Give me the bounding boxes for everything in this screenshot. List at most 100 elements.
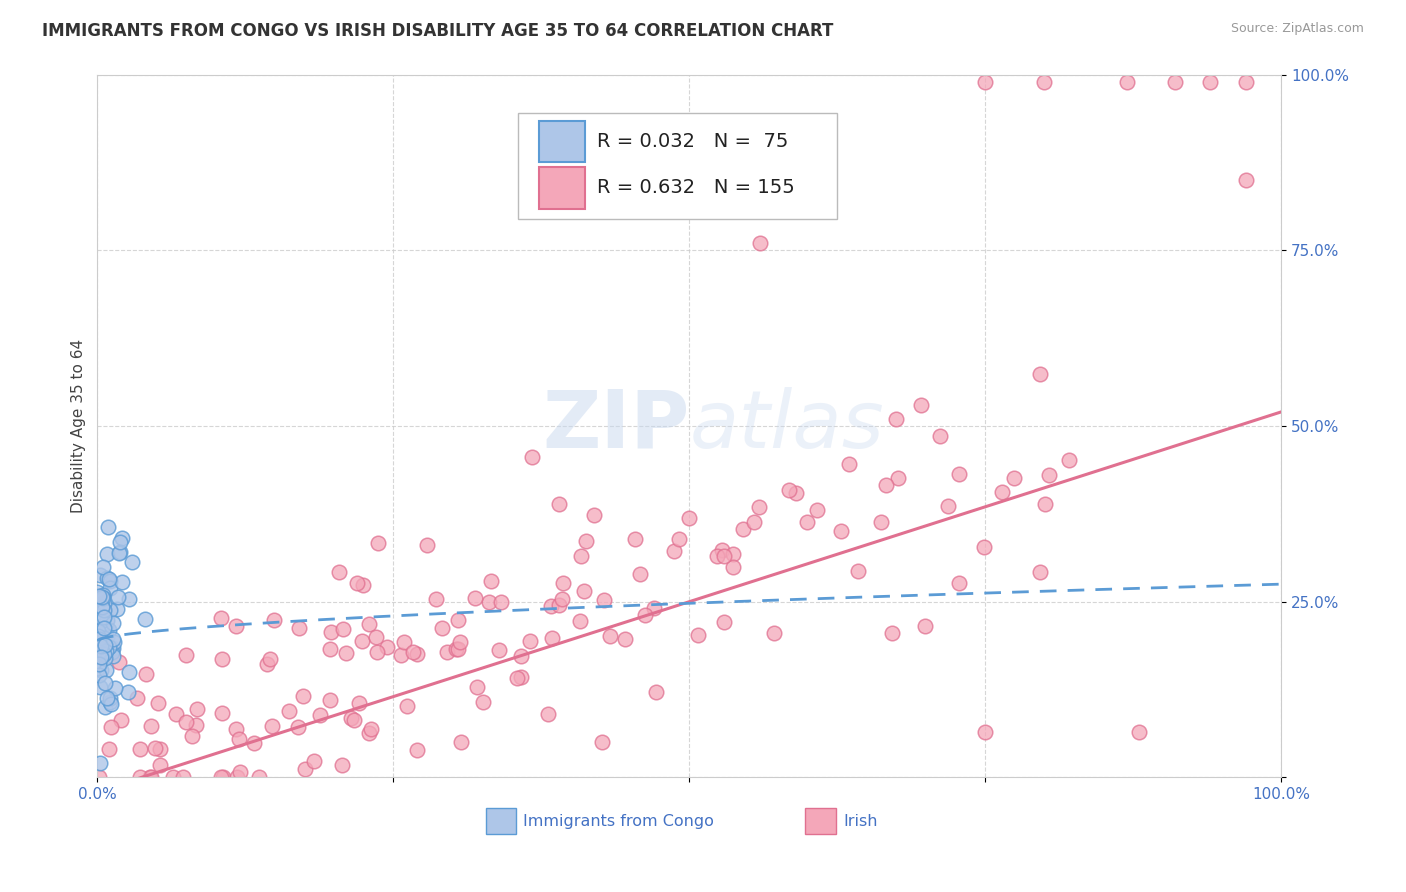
Point xyxy=(540,632,562,646)
Point xyxy=(101,640,124,655)
Point xyxy=(519,633,541,648)
Point xyxy=(464,591,486,606)
Point xyxy=(209,771,232,785)
Point xyxy=(444,642,467,657)
Point xyxy=(688,627,710,641)
Point xyxy=(93,621,115,635)
Point xyxy=(830,524,852,538)
Point xyxy=(121,556,143,570)
Point xyxy=(107,591,129,605)
Point xyxy=(97,742,120,756)
Point xyxy=(93,610,115,624)
Point xyxy=(103,635,125,649)
Point xyxy=(489,595,512,609)
Point xyxy=(319,625,342,640)
Point xyxy=(569,549,592,563)
Point xyxy=(139,719,162,733)
Point xyxy=(98,623,121,637)
Point xyxy=(319,641,342,656)
Point xyxy=(572,583,595,598)
Point xyxy=(592,593,614,607)
Point xyxy=(146,696,169,710)
Point xyxy=(360,723,382,737)
Point xyxy=(1234,173,1257,187)
Point xyxy=(134,612,156,626)
Point xyxy=(98,581,121,595)
Point xyxy=(1029,565,1052,579)
Point xyxy=(748,500,770,514)
Point xyxy=(339,711,361,725)
Point xyxy=(104,681,127,696)
Point xyxy=(211,652,233,666)
Point xyxy=(165,707,187,722)
Point xyxy=(357,726,380,740)
Point xyxy=(101,615,124,630)
Point xyxy=(105,602,128,616)
Point xyxy=(1199,74,1222,88)
Point xyxy=(91,614,114,628)
Point xyxy=(149,758,172,772)
Point xyxy=(89,680,111,694)
Point xyxy=(875,478,897,492)
Point xyxy=(89,632,111,646)
Point xyxy=(471,695,494,709)
Point xyxy=(143,740,166,755)
Point xyxy=(98,691,121,706)
Point xyxy=(785,486,807,500)
Point xyxy=(436,645,458,659)
Point xyxy=(328,565,350,579)
Point xyxy=(540,599,562,614)
Point xyxy=(416,538,439,552)
Point xyxy=(551,592,574,607)
Point xyxy=(111,532,134,546)
Point xyxy=(749,236,772,251)
Point xyxy=(87,657,110,671)
Point xyxy=(263,613,285,627)
Point xyxy=(880,625,903,640)
Point xyxy=(89,568,111,582)
Point xyxy=(162,771,184,785)
Text: R = 0.032   N =  75: R = 0.032 N = 75 xyxy=(598,132,789,151)
Point xyxy=(614,632,637,646)
Point xyxy=(89,590,111,604)
Point xyxy=(91,588,114,602)
Point xyxy=(1059,453,1081,467)
Text: ZIP: ZIP xyxy=(541,387,689,465)
Point xyxy=(128,771,150,785)
Point xyxy=(259,652,281,666)
Point xyxy=(247,771,270,785)
Point xyxy=(733,522,755,536)
Point xyxy=(478,595,501,609)
Point xyxy=(479,574,502,589)
Point xyxy=(87,645,110,659)
Point xyxy=(910,399,932,413)
Point xyxy=(93,631,115,645)
Point xyxy=(973,540,995,554)
Point xyxy=(402,645,425,659)
Point xyxy=(887,471,910,485)
Point xyxy=(96,547,118,561)
Point xyxy=(377,640,399,654)
Point xyxy=(135,667,157,681)
Point xyxy=(721,560,744,574)
Point xyxy=(395,699,418,714)
Point xyxy=(548,598,571,612)
Point xyxy=(101,632,124,646)
Point xyxy=(974,724,997,739)
Point xyxy=(447,641,470,656)
Point xyxy=(583,508,606,522)
Point xyxy=(1163,74,1185,88)
Point xyxy=(778,483,800,497)
Point xyxy=(100,574,122,588)
Point xyxy=(350,634,373,648)
Point xyxy=(90,608,112,623)
Point xyxy=(225,771,247,785)
Point xyxy=(706,549,728,563)
Point xyxy=(100,695,122,709)
Point xyxy=(936,499,959,513)
Point xyxy=(287,720,309,734)
Point xyxy=(101,645,124,659)
Point xyxy=(634,608,657,623)
Text: Source: ZipAtlas.com: Source: ZipAtlas.com xyxy=(1230,22,1364,36)
Point xyxy=(228,764,250,779)
